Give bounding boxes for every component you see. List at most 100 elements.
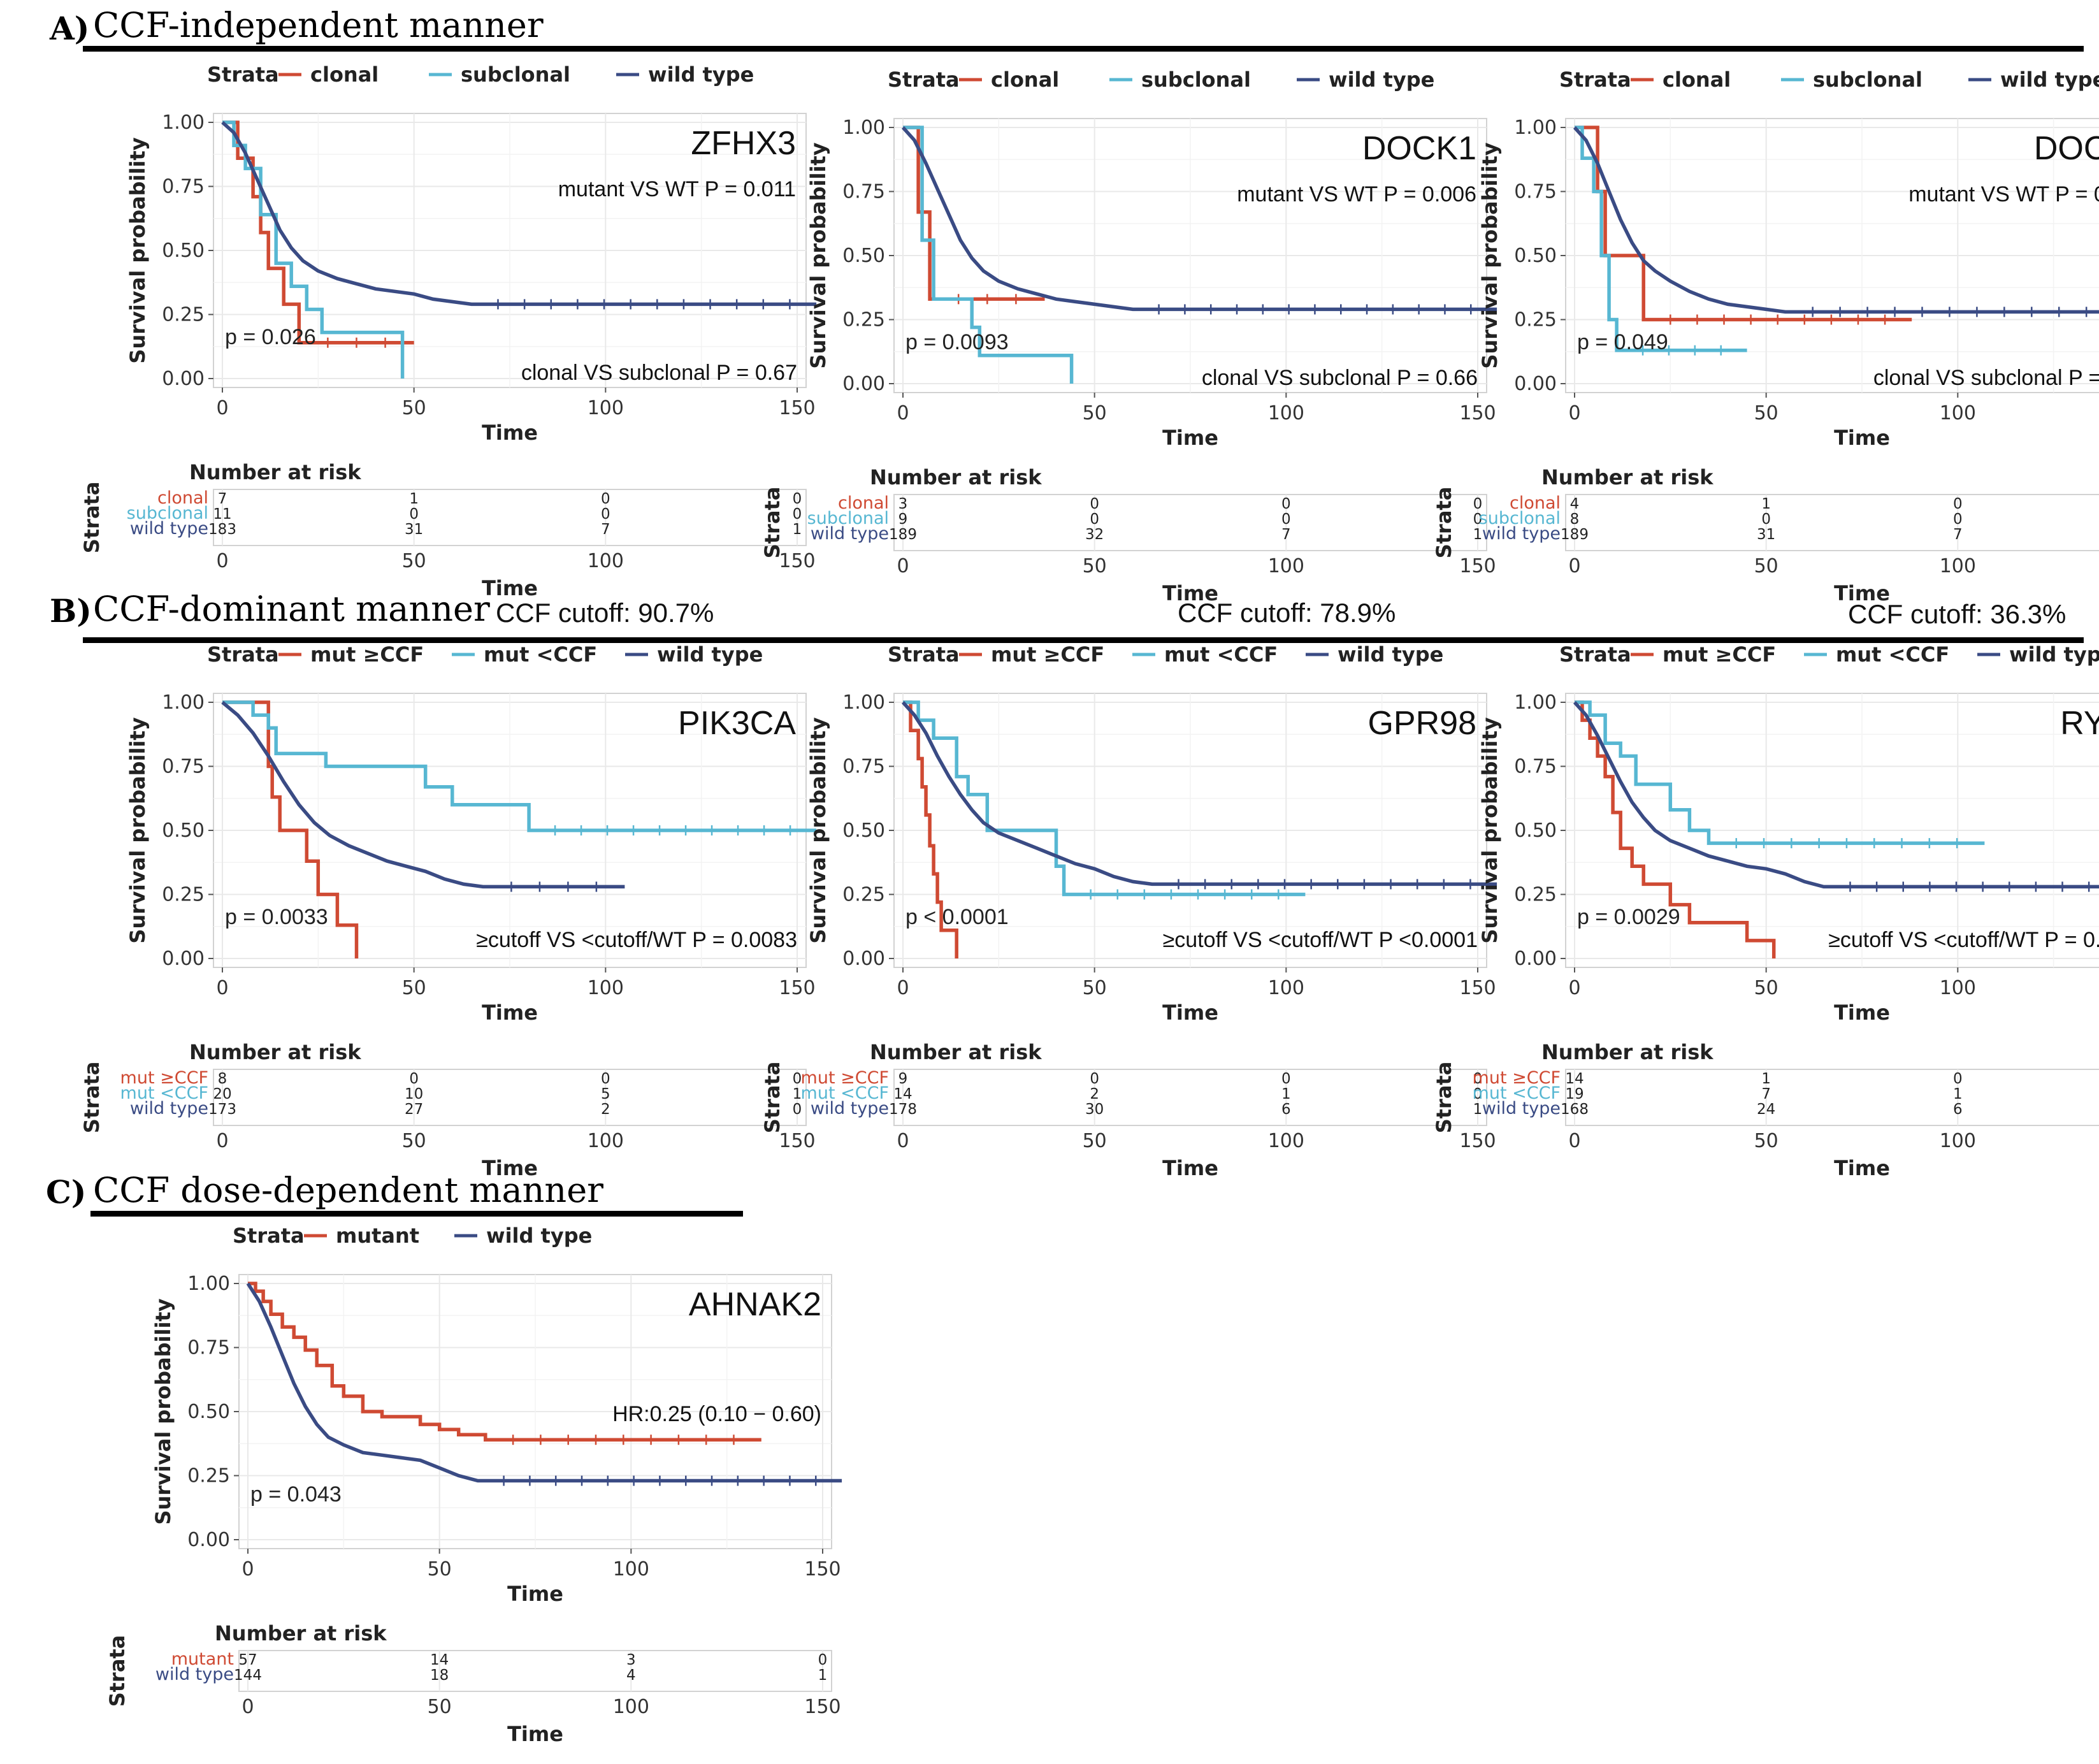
risk-value-2-3: 1 bbox=[1473, 1101, 1483, 1118]
ytick-label-4: 1.00 bbox=[162, 112, 205, 134]
ytick-label-3: 0.75 bbox=[187, 1337, 230, 1359]
section-b-header: B) CCF-dominant manner bbox=[50, 589, 2084, 643]
legend-label-0: mutant bbox=[336, 1224, 419, 1248]
annotation-1: clonal VS subclonal P = 0.56 bbox=[1873, 366, 2099, 390]
risk-xtick-3: 150 bbox=[1459, 1130, 1496, 1152]
ytick-label-3: 0.75 bbox=[842, 756, 885, 778]
risk-value-2-1: 24 bbox=[1757, 1101, 1775, 1118]
risk-value-1-0: 11 bbox=[213, 506, 231, 523]
p-value: p = 0.043 bbox=[250, 1482, 342, 1507]
risk-value-0-3: 0 bbox=[818, 1652, 828, 1668]
risk-value-1-1: 2 bbox=[1090, 1086, 1099, 1102]
legend-label-1: subclonal bbox=[1813, 68, 1922, 92]
km-curve-2 bbox=[221, 700, 625, 889]
xtick-label-0: 0 bbox=[897, 977, 909, 999]
p-value: p = 0.0033 bbox=[225, 905, 328, 929]
risk-xtick-1: 50 bbox=[1754, 1130, 1778, 1152]
panel-title: RYR3 bbox=[2060, 705, 2099, 742]
section-a-label: A) bbox=[49, 10, 89, 47]
xtick-label-1: 50 bbox=[402, 977, 426, 999]
ytick-label-4: 1.00 bbox=[187, 1273, 230, 1295]
risk-value-1-1: 0 bbox=[1761, 511, 1771, 528]
legend-label-1: mut <CCF bbox=[1164, 642, 1278, 667]
ytick-label-3: 0.75 bbox=[162, 176, 205, 198]
risk-value-1-0: 20 bbox=[213, 1086, 231, 1102]
ytick-label-2: 0.50 bbox=[1514, 245, 1557, 267]
legend-label-2: wild type bbox=[1338, 642, 1443, 667]
ytick-label-4: 1.00 bbox=[1514, 691, 1557, 714]
risk-value-0-1: 1 bbox=[409, 491, 419, 507]
km-curve-2 bbox=[901, 701, 1497, 886]
km-curve-0 bbox=[222, 120, 414, 345]
annotation-0: ≥cutoff VS <cutoff/WT P = 0.0083 bbox=[476, 928, 797, 952]
risk-row-label-1: mut <CCF bbox=[801, 1083, 889, 1103]
ytick-label-4: 1.00 bbox=[162, 691, 205, 714]
risk-frame bbox=[1565, 1069, 2099, 1126]
legend-label-1: subclonal bbox=[1141, 68, 1251, 92]
risk-value-0-2: 0 bbox=[1281, 496, 1291, 512]
p-value: p = 0.049 bbox=[1577, 330, 1668, 354]
risk-value-0-3: 0 bbox=[793, 491, 802, 507]
risk-row-label-2: wild type bbox=[130, 1099, 208, 1118]
ytick-label-2: 0.50 bbox=[842, 245, 885, 267]
xtick-label-3: 150 bbox=[779, 397, 815, 419]
section-c-label: C) bbox=[46, 1173, 86, 1211]
xtick-label-1: 50 bbox=[428, 1558, 452, 1580]
risk-frame bbox=[1565, 494, 2099, 551]
section-a-header: A) CCF-independent manner bbox=[49, 5, 2084, 52]
risk-row-label-1: subclonal bbox=[807, 509, 889, 528]
risk-xtick-1: 50 bbox=[1083, 1130, 1107, 1152]
ytick-label-4: 1.00 bbox=[1514, 117, 1557, 139]
xtick-label-2: 100 bbox=[588, 397, 624, 419]
y-axis-label: Survival probability bbox=[126, 137, 150, 363]
legend-title: Strata bbox=[1559, 642, 1631, 667]
risk-value-2-1: 30 bbox=[1085, 1101, 1104, 1118]
y-axis-label: Survival probability bbox=[126, 717, 150, 943]
risk-strata-label: Strata bbox=[1432, 1062, 1456, 1134]
km-panel-zfhx3: Strata clonal subclonal wild type0.000.250.… bbox=[80, 62, 817, 600]
legend-label-1: mut <CCF bbox=[484, 642, 597, 667]
risk-value-1-2: 1 bbox=[1281, 1086, 1291, 1102]
risk-xtick-2: 100 bbox=[1940, 555, 1976, 577]
risk-row-label-2: wild type bbox=[811, 524, 889, 544]
legend-label-2: wild type bbox=[2009, 642, 2099, 667]
legend-label-1: mut <CCF bbox=[1836, 642, 1949, 667]
ytick-label-1: 0.25 bbox=[842, 309, 885, 331]
legend: Strata mutant wild type bbox=[233, 1224, 592, 1248]
ytick-label-1: 0.25 bbox=[1514, 884, 1557, 906]
risk-row-label-0: clonal bbox=[838, 493, 889, 513]
x-axis-label: Time bbox=[482, 1001, 538, 1025]
p-value: p = 0.0029 bbox=[1577, 905, 1680, 929]
risk-value-1-3: 0 bbox=[1473, 511, 1483, 528]
panel-title: ZFHX3 bbox=[691, 125, 796, 162]
panel-title: AHNAK2 bbox=[689, 1286, 821, 1323]
risk-value-1-0: 19 bbox=[1565, 1086, 1583, 1102]
risk-value-0-0: 57 bbox=[238, 1652, 257, 1668]
risk-xtick-1: 50 bbox=[1754, 555, 1778, 577]
km-curve-1 bbox=[903, 700, 1306, 897]
xtick-label-0: 0 bbox=[242, 1558, 254, 1580]
risk-value-2-2: 7 bbox=[1281, 526, 1291, 543]
section-c-header: C) CCF dose-dependent manner bbox=[46, 1170, 743, 1217]
cutoff-label-1: CCF cutoff: 90.7% bbox=[496, 598, 714, 628]
legend-label-0: clonal bbox=[991, 68, 1059, 92]
legend-title: Strata bbox=[233, 1224, 305, 1248]
risk-value-2-1: 32 bbox=[1085, 526, 1104, 543]
risk-title: Number at risk bbox=[215, 1621, 387, 1645]
risk-row-label-0: mut ≥CCF bbox=[801, 1068, 889, 1088]
annotation-0: ≥cutoff VS <cutoff/WT P <0.0001 bbox=[1163, 928, 1478, 952]
ytick-label-1: 0.25 bbox=[187, 1465, 230, 1487]
risk-value-0-3: 0 bbox=[793, 1071, 802, 1087]
risk-value-2-2: 6 bbox=[1281, 1101, 1291, 1118]
legend-label-0: mut ≥CCF bbox=[991, 642, 1104, 667]
risk-row-label-0: clonal bbox=[1510, 493, 1561, 513]
xtick-label-0: 0 bbox=[1568, 977, 1580, 999]
xtick-label-1: 50 bbox=[1754, 977, 1778, 999]
legend-label-0: clonal bbox=[1663, 68, 1731, 92]
ytick-label-0: 0.00 bbox=[187, 1529, 230, 1551]
xtick-label-0: 0 bbox=[216, 397, 228, 419]
risk-value-1-0: 9 bbox=[898, 511, 908, 528]
risk-xtick-2: 100 bbox=[1940, 1130, 1976, 1152]
